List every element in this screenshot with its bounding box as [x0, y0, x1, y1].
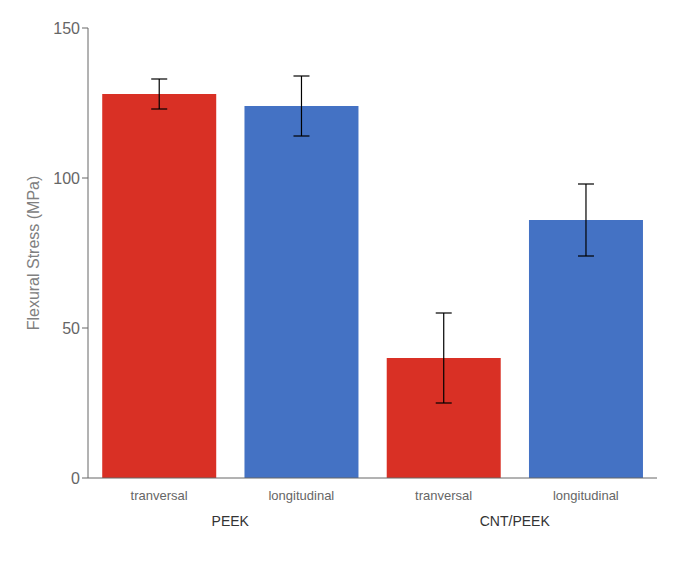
svg-text:tranversal: tranversal [415, 488, 472, 503]
svg-text:150: 150 [53, 20, 80, 37]
svg-text:50: 50 [62, 320, 80, 337]
svg-text:100: 100 [53, 170, 80, 187]
svg-text:CNT/PEEK: CNT/PEEK [480, 513, 551, 529]
svg-text:tranversal: tranversal [131, 488, 188, 503]
svg-text:Flexural Stress (MPa): Flexural Stress (MPa) [25, 176, 42, 331]
svg-text:0: 0 [71, 470, 80, 487]
svg-text:PEEK: PEEK [212, 513, 250, 529]
svg-text:longitudinal: longitudinal [553, 488, 619, 503]
svg-text:longitudinal: longitudinal [268, 488, 334, 503]
